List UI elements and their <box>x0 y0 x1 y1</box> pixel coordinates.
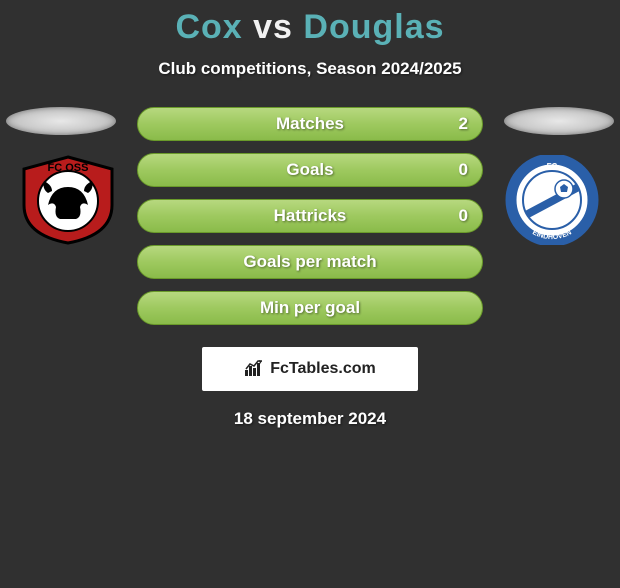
stat-bar-min-per-goal: Min per goal <box>137 291 483 325</box>
stat-value-right: 2 <box>459 114 468 134</box>
title-right: Douglas <box>303 8 444 46</box>
stat-value-right: 0 <box>459 206 468 226</box>
stat-bar-goals: Goals 0 <box>137 153 483 187</box>
stat-bar-matches: Matches 2 <box>137 107 483 141</box>
fc-eindhoven-logo: FC EINDHOVEN <box>502 155 602 245</box>
stat-label: Matches <box>276 114 344 134</box>
player-left-shadow <box>6 107 116 135</box>
credit-text: FcTables.com <box>270 360 376 378</box>
stat-bar-goals-per-match: Goals per match <box>137 245 483 279</box>
subtitle: Club competitions, Season 2024/2025 <box>0 59 620 79</box>
fc-oss-logo: FC OSS <box>18 155 118 245</box>
stat-label: Goals <box>286 160 333 180</box>
player-right-shadow <box>504 107 614 135</box>
stat-label: Min per goal <box>260 298 360 318</box>
stat-value-right: 0 <box>459 160 468 180</box>
date: 18 september 2024 <box>0 409 620 429</box>
svg-text:FC: FC <box>547 162 558 171</box>
title-left: Cox <box>175 8 242 46</box>
stat-label: Hattricks <box>274 206 347 226</box>
svg-text:FC OSS: FC OSS <box>48 162 89 174</box>
comparison-content: FC OSS FC EINDHOVEN Matches 2 <box>0 107 620 429</box>
stat-bar-hattricks: Hattricks 0 <box>137 199 483 233</box>
stat-label: Goals per match <box>243 252 376 272</box>
stat-bars: Matches 2 Goals 0 Hattricks 0 Goals per … <box>137 107 483 325</box>
title-vs: vs <box>253 8 293 46</box>
page-title: Cox vs Douglas <box>0 8 620 47</box>
credit-box: FcTables.com <box>202 347 418 391</box>
bars-icon <box>244 360 266 378</box>
